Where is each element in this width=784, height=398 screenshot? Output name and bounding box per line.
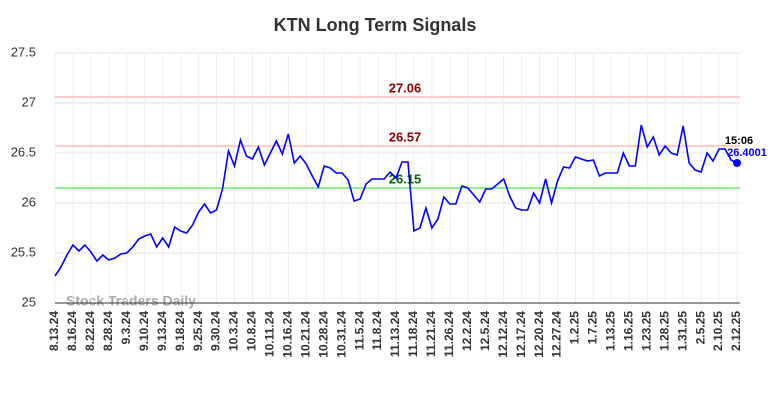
x-tick-label: 10.28.24	[316, 311, 330, 358]
signal-label: 26.57	[389, 129, 422, 144]
signal-label: 26.15	[389, 171, 422, 186]
x-tick-label: 12.5.24	[478, 311, 492, 351]
x-tick-label: 11.8.24	[370, 311, 384, 351]
x-tick-label: 11.26.24	[442, 311, 456, 357]
y-tick-label: 25	[22, 294, 36, 309]
x-tick-label: 8.22.24	[83, 311, 97, 351]
x-tick-label: 2.10.25	[711, 311, 725, 351]
x-tick-label: 11.18.24	[406, 311, 420, 357]
x-tick-label: 10.21.24	[298, 311, 312, 358]
x-tick-label: 1.28.25	[657, 311, 671, 351]
watermark: Stock Traders Daily	[66, 293, 196, 309]
x-tick-label: 1.2.25	[568, 311, 582, 345]
x-tick-label: 1.31.25	[675, 311, 689, 351]
x-tick-label: 12.20.24	[532, 311, 546, 358]
x-tick-label: 8.16.24	[65, 311, 79, 351]
x-tick-label: 1.23.25	[639, 311, 653, 351]
y-tick-label: 26.5	[11, 144, 36, 159]
x-tick-label: 9.3.24	[119, 311, 133, 345]
x-tick-label: 12.27.24	[550, 311, 564, 358]
x-tick-label: 12.12.24	[496, 311, 510, 358]
x-tick-label: 10.31.24	[334, 311, 348, 358]
last-value: 26.4001	[727, 147, 767, 159]
price-line	[54, 124, 738, 277]
x-tick-label: 10.16.24	[280, 311, 294, 358]
y-tick-label: 25.5	[11, 244, 36, 259]
x-tick-label: 1.7.25	[586, 311, 600, 345]
x-tick-label: 10.3.24	[227, 311, 241, 351]
y-tick-label: 27	[22, 94, 36, 109]
x-tick-label: 11.21.24	[424, 311, 438, 357]
x-tick-label: 9.13.24	[155, 311, 169, 351]
last-time: 15:06	[725, 135, 753, 147]
x-tick-label: 10.11.24	[263, 311, 277, 357]
x-tick-label: 12.17.24	[514, 311, 528, 358]
x-tick-label: 9.25.24	[191, 311, 205, 351]
grid	[54, 52, 740, 304]
x-tick-label: 1.13.25	[604, 311, 618, 351]
x-tick-label: 2.5.25	[693, 311, 707, 345]
x-tick-label: 10.8.24	[245, 311, 259, 351]
signal-label: 27.06	[389, 80, 422, 95]
x-tick-label: 8.13.24	[47, 311, 61, 351]
x-tick-label: 9.18.24	[173, 311, 187, 351]
y-tick-label: 26	[22, 194, 36, 209]
x-tick-label: 8.28.24	[101, 311, 115, 351]
x-tick-label: 12.2.24	[460, 311, 474, 351]
x-tick-label: 1.16.25	[621, 311, 635, 351]
last-point	[733, 158, 741, 167]
chart-title: KTN Long Term Signals	[274, 15, 477, 35]
x-tick-label: 9.10.24	[137, 311, 151, 351]
x-tick-label: 11.13.24	[388, 311, 402, 357]
x-tick-label: 9.30.24	[209, 311, 223, 351]
y-tick-label: 27.5	[11, 44, 36, 59]
x-tick-label: 2.12.25	[729, 311, 743, 351]
x-tick-label: 11.5.24	[352, 311, 366, 351]
